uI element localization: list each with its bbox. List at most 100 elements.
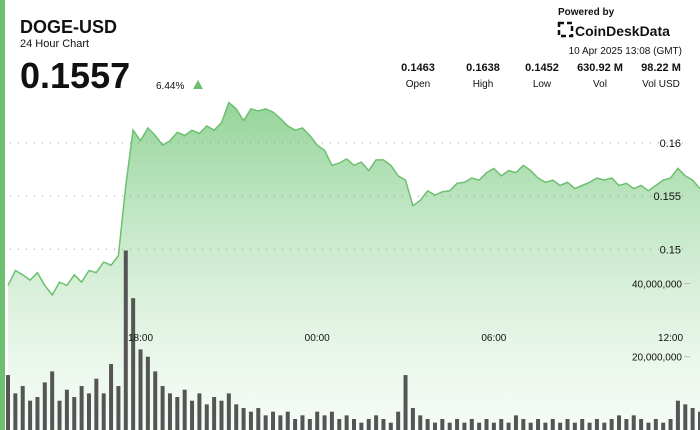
volume-bar	[653, 419, 658, 430]
volume-bar	[543, 422, 548, 430]
volume-bar	[536, 419, 541, 430]
x-tick-label: 00:00	[305, 333, 330, 344]
volume-bar	[35, 397, 40, 430]
volume-bar	[617, 415, 622, 430]
x-tick-label: 18:00	[128, 333, 153, 344]
volume-bar	[469, 419, 474, 430]
volume-bar	[558, 422, 563, 430]
volume-bar	[28, 400, 33, 430]
stat-label: Vol	[593, 79, 607, 90]
volume-bar	[145, 356, 150, 430]
y-tick-label: 0.155	[653, 191, 681, 203]
volume-bar	[278, 415, 283, 430]
volume-bar	[20, 386, 25, 430]
volume-bar	[432, 422, 437, 430]
stat-label: Low	[533, 79, 552, 90]
volume-bar	[204, 404, 209, 430]
stat-value: 0.1638	[466, 62, 500, 74]
volume-bar	[116, 386, 121, 430]
volume-bar	[219, 400, 224, 430]
stat-value: 98.22 M	[641, 62, 681, 74]
volume-bar	[167, 393, 172, 430]
volume-bar	[123, 250, 128, 430]
volume-bar	[86, 393, 91, 430]
volume-bar	[455, 419, 460, 430]
volume-bar	[182, 389, 187, 430]
stat-value: 0.1463	[401, 62, 435, 74]
volume-bar	[528, 422, 533, 430]
volume-bar	[388, 422, 393, 430]
volume-bar	[160, 386, 165, 430]
volume-bar	[550, 419, 555, 430]
volume-bar	[491, 422, 496, 430]
y-tick-label: 0.15	[660, 244, 681, 256]
volume-bar	[396, 411, 401, 430]
volume-bar	[109, 364, 114, 430]
volume-bar	[587, 422, 592, 430]
volume-bar	[42, 382, 47, 430]
stat-label: Open	[406, 79, 430, 90]
volume-bar	[410, 408, 415, 430]
stat-value: 630.92 M	[577, 62, 623, 74]
volume-bar	[241, 408, 246, 430]
volume-bar	[285, 411, 290, 430]
volume-bar	[6, 375, 10, 430]
stats: 0.1463 Open 0.1638 High 0.1452 Low 630.92 M Vol…	[401, 62, 681, 90]
price-area	[8, 102, 700, 430]
volume-bar	[197, 393, 202, 430]
volume-bar	[300, 415, 305, 430]
volume-bar	[138, 349, 143, 430]
volume-bar	[668, 419, 673, 430]
volume-bar	[521, 419, 526, 430]
volume-bar	[683, 404, 688, 430]
volume-bar	[499, 419, 504, 430]
y-tick-label: 0.16	[660, 138, 681, 150]
volume-bar	[462, 422, 467, 430]
volume-bar	[248, 411, 253, 430]
volume-bar	[646, 422, 651, 430]
volume-bar	[175, 397, 180, 430]
subtitle: 24 Hour Chart	[20, 38, 89, 50]
volume-bar	[64, 389, 69, 430]
volume-bar	[234, 404, 239, 430]
volume-bar	[337, 419, 342, 430]
volume-bar	[661, 422, 666, 430]
brand: CoinDeskData	[575, 23, 670, 39]
stat-label: Vol USD	[642, 79, 680, 90]
volume-bar	[631, 415, 636, 430]
volume-bar	[698, 411, 700, 430]
volume-bar	[94, 378, 99, 430]
x-tick-label: 12:00	[658, 333, 683, 344]
change: 6.44%	[156, 81, 184, 92]
accent-bar	[0, 0, 5, 430]
volume-bar	[477, 422, 482, 430]
volume-bar	[256, 408, 261, 430]
volume-bar	[366, 419, 371, 430]
volume-bar	[329, 411, 334, 430]
volume-bar	[513, 415, 518, 430]
volume-bar	[50, 371, 55, 430]
symbol: DOGE-USD	[20, 17, 117, 37]
volume-bar	[418, 415, 423, 430]
volume-bar	[101, 393, 106, 430]
volume-bar	[72, 397, 77, 430]
volume-bar	[322, 415, 327, 430]
volume-bar	[580, 419, 585, 430]
volume-bar	[506, 422, 511, 430]
y2-tick-label: 20,000,000	[632, 353, 682, 364]
volume-bar	[624, 419, 629, 430]
volume-bar	[131, 298, 136, 430]
volume-bar	[425, 419, 430, 430]
plot: 0.15 0.155 0.16 40,000,000 20,000,000 18:00 00…	[6, 101, 700, 430]
volume-bar	[440, 419, 445, 430]
volume-bar	[565, 419, 570, 430]
volume-bar	[374, 415, 379, 430]
x-tick-label: 06:00	[481, 333, 506, 344]
volume-bar	[594, 419, 599, 430]
y2-tick-label: 40,000,000	[632, 279, 682, 290]
volume-bar	[690, 408, 695, 430]
volume-bar	[293, 419, 298, 430]
volume-bar	[344, 415, 349, 430]
price: 0.1557	[20, 55, 130, 96]
